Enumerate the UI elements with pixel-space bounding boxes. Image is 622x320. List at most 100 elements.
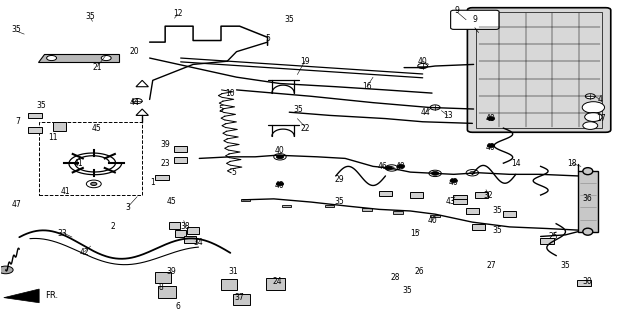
Circle shape <box>274 154 286 160</box>
Text: 27: 27 <box>486 261 496 270</box>
Text: 5: 5 <box>218 105 223 114</box>
Polygon shape <box>136 109 149 116</box>
Bar <box>53 123 66 131</box>
Text: 38: 38 <box>181 222 190 231</box>
Text: 22: 22 <box>300 124 310 132</box>
Text: 45: 45 <box>167 197 176 206</box>
Bar <box>410 192 424 198</box>
Text: 24: 24 <box>272 276 282 285</box>
Text: 35: 35 <box>492 226 502 235</box>
Text: 40: 40 <box>275 181 285 190</box>
Text: 44: 44 <box>129 98 139 107</box>
Bar <box>578 171 598 232</box>
Bar <box>471 224 485 230</box>
Text: 11: 11 <box>49 133 58 142</box>
Text: 20: 20 <box>129 47 139 56</box>
Bar <box>158 286 176 298</box>
Circle shape <box>583 122 598 129</box>
Text: 33: 33 <box>58 229 68 238</box>
Bar <box>28 127 42 132</box>
Bar <box>540 238 554 244</box>
Circle shape <box>397 164 405 168</box>
Bar <box>282 205 291 207</box>
Bar <box>577 280 591 285</box>
Text: 39: 39 <box>160 140 170 148</box>
Circle shape <box>429 170 442 177</box>
Text: 43: 43 <box>446 197 455 206</box>
Circle shape <box>418 63 428 68</box>
Text: 30: 30 <box>582 276 592 285</box>
Text: 28: 28 <box>390 273 399 282</box>
Text: 40: 40 <box>486 114 496 123</box>
Circle shape <box>385 166 392 170</box>
Circle shape <box>276 155 284 159</box>
Bar <box>393 212 402 214</box>
Bar <box>241 199 251 201</box>
Text: 32: 32 <box>483 190 493 200</box>
Circle shape <box>433 172 438 175</box>
Text: 42: 42 <box>80 248 90 257</box>
Circle shape <box>487 117 494 121</box>
Circle shape <box>132 99 142 104</box>
Text: 40: 40 <box>427 216 437 225</box>
Bar <box>156 272 172 283</box>
Text: 46: 46 <box>378 162 388 171</box>
Circle shape <box>432 172 439 175</box>
Bar <box>174 157 187 163</box>
Text: 8: 8 <box>159 283 163 292</box>
Text: 26: 26 <box>415 267 424 276</box>
Bar <box>453 196 466 201</box>
Text: 1: 1 <box>151 178 155 187</box>
Text: 35: 35 <box>284 15 294 24</box>
Text: 15: 15 <box>411 229 420 238</box>
Ellipse shape <box>583 168 593 175</box>
Bar <box>453 198 466 204</box>
Circle shape <box>86 180 101 188</box>
Circle shape <box>582 102 605 113</box>
Text: 45: 45 <box>92 124 102 132</box>
Bar <box>156 175 169 180</box>
Circle shape <box>450 179 457 183</box>
Text: 9: 9 <box>455 6 459 15</box>
Circle shape <box>470 172 475 174</box>
Bar <box>184 236 195 243</box>
Text: 31: 31 <box>229 267 238 276</box>
Circle shape <box>487 144 494 148</box>
FancyBboxPatch shape <box>450 10 499 29</box>
Circle shape <box>47 55 57 60</box>
Bar <box>28 113 42 118</box>
Bar <box>174 146 187 152</box>
Bar <box>325 205 334 207</box>
Text: 35: 35 <box>402 286 412 295</box>
Text: 35: 35 <box>560 261 570 270</box>
Text: 25: 25 <box>548 232 558 241</box>
Text: 23: 23 <box>160 159 170 168</box>
Text: 47: 47 <box>11 200 21 209</box>
Text: 41: 41 <box>73 159 83 168</box>
Text: 40: 40 <box>486 143 496 152</box>
Ellipse shape <box>583 228 593 235</box>
Bar <box>175 230 186 237</box>
Circle shape <box>389 167 394 169</box>
Polygon shape <box>38 54 119 62</box>
Circle shape <box>430 105 440 110</box>
Polygon shape <box>136 80 149 87</box>
Polygon shape <box>4 289 39 303</box>
Bar <box>233 294 249 305</box>
Text: 21: 21 <box>92 63 101 72</box>
Circle shape <box>386 165 398 171</box>
Bar <box>476 12 602 128</box>
Text: FR.: FR. <box>45 291 58 300</box>
Text: 37: 37 <box>234 292 244 301</box>
Text: 17: 17 <box>596 114 606 123</box>
Bar <box>379 191 392 196</box>
Text: 35: 35 <box>294 105 304 114</box>
Text: 35: 35 <box>334 197 344 206</box>
Text: 14: 14 <box>511 159 521 168</box>
Text: 41: 41 <box>61 188 71 196</box>
Text: 35: 35 <box>86 12 96 21</box>
Text: 18: 18 <box>567 159 577 168</box>
Circle shape <box>277 156 282 158</box>
Text: 13: 13 <box>443 111 452 120</box>
Circle shape <box>276 182 284 186</box>
